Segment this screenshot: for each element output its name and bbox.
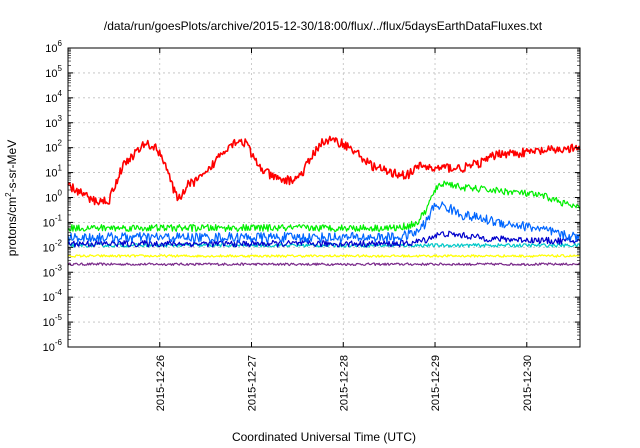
y-tick-label: 10-5 <box>43 313 63 329</box>
y-tick-label: 105 <box>45 64 62 80</box>
y-tick-label: 10-3 <box>43 263 63 279</box>
y-tick-label: 103 <box>45 114 62 130</box>
series-group <box>67 135 581 267</box>
grid <box>68 48 580 347</box>
series-line-0 <box>67 135 581 206</box>
series-line-2 <box>67 201 581 243</box>
y-tick-label: 10-1 <box>43 213 63 229</box>
chart-title: /data/run/goesPlots/archive/2015-12-30/1… <box>104 19 543 33</box>
y-axis-label: protons/cm2-s-sr-MeV <box>4 140 19 256</box>
y-tick-label: 101 <box>45 164 62 180</box>
y-tick-label: 10-2 <box>43 238 63 254</box>
series-line-3 <box>67 230 581 248</box>
x-tick-label: 2015-12-30 <box>522 355 534 411</box>
y-tick-label: 10-6 <box>43 338 63 354</box>
x-tick-label: 2015-12-26 <box>155 355 167 411</box>
x-axis-label: Coordinated Universal Time (UTC) <box>232 430 416 444</box>
series-line-5 <box>67 254 581 258</box>
axis-ticks: 10-6 10-5 10-4 10-3 10-2 10-1 100 101 102 103 104 1… <box>43 39 580 411</box>
x-tick-label: 2015-12-27 <box>247 355 259 411</box>
y-tick-label: 102 <box>45 139 62 155</box>
y-tick-label: 106 <box>45 39 62 55</box>
x-tick-label: 2015-12-28 <box>338 355 350 411</box>
y-tick-label: 104 <box>45 89 62 105</box>
series-line-1 <box>68 180 581 232</box>
series-line-4 <box>67 243 581 248</box>
series-line-6 <box>67 262 581 267</box>
y-tick-label: 10-4 <box>43 288 63 304</box>
y-tick-label: 100 <box>45 189 62 205</box>
x-tick-label: 2015-12-29 <box>430 355 442 411</box>
